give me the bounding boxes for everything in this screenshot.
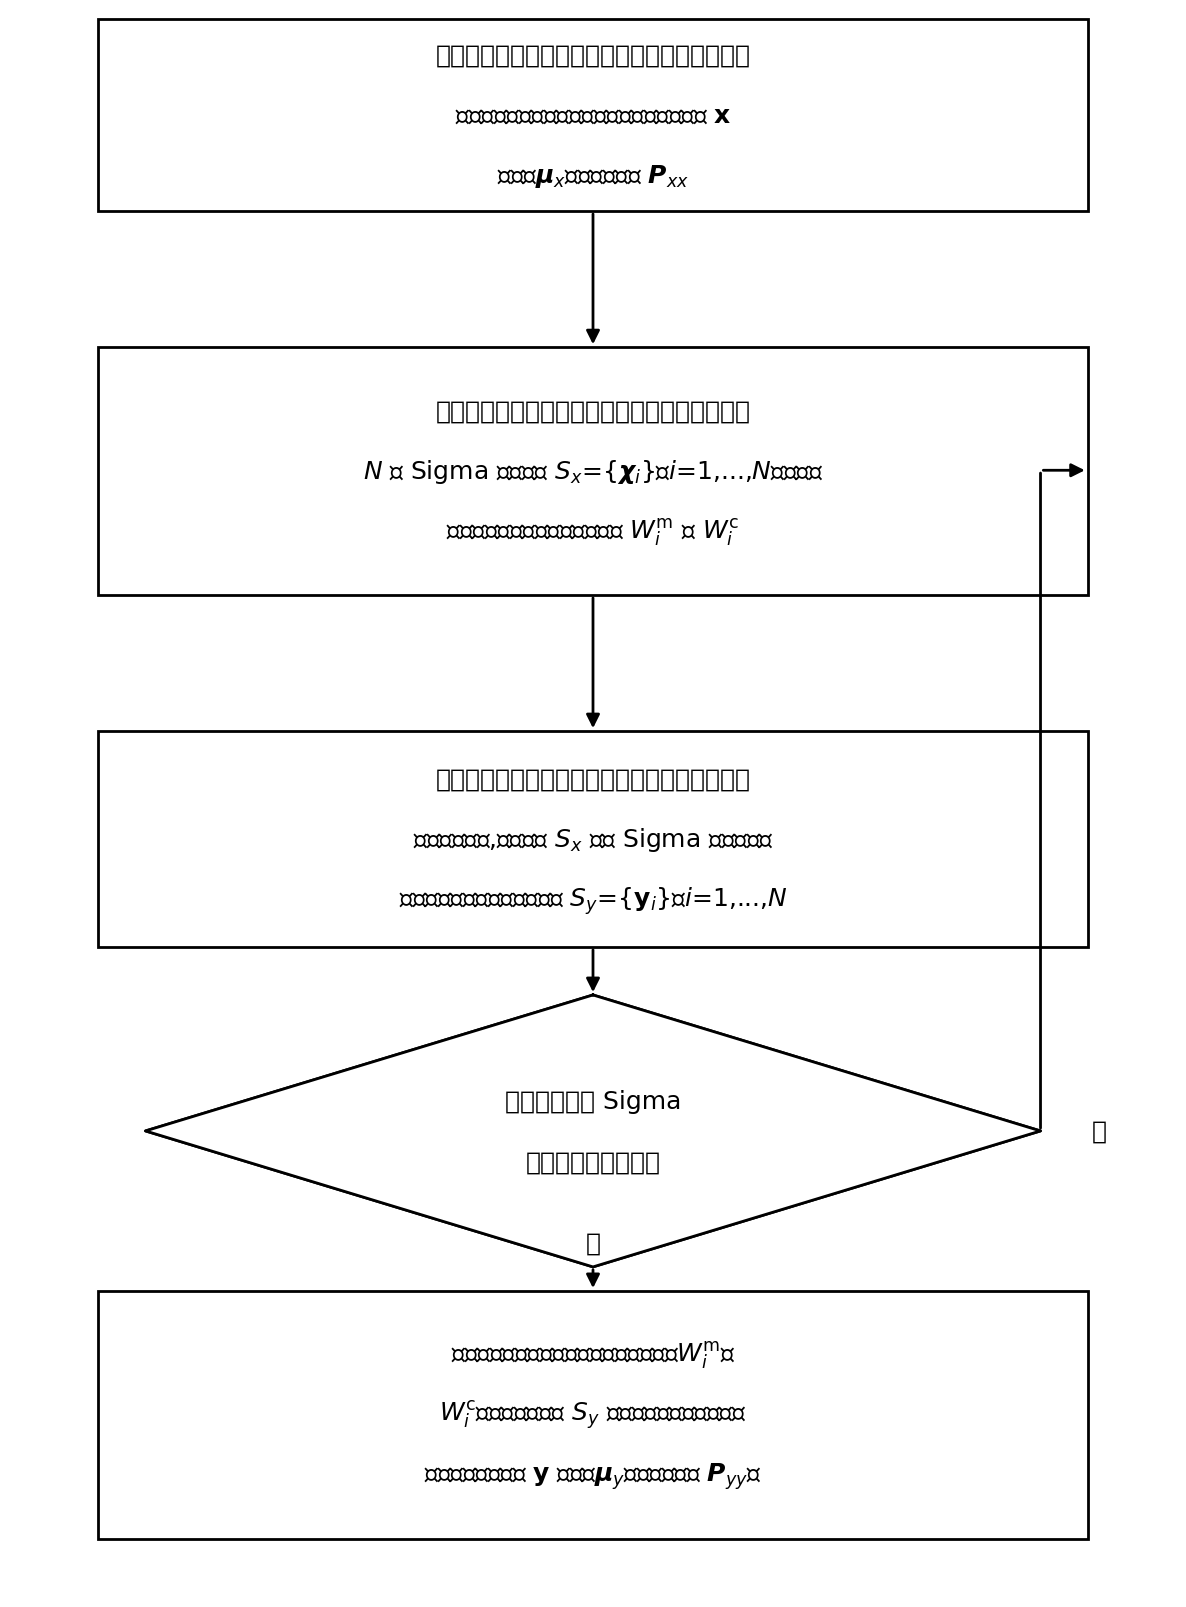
Text: $W_i^{\mathrm{c}}$，对确定的点集 $S_y$ 内各点进行加权处理，估: $W_i^{\mathrm{c}}$，对确定的点集 $S_y$ 内各点进行加权处… <box>440 1398 746 1432</box>
Text: 根据引入比例及高阶信息的对称采样原则，确定: 根据引入比例及高阶信息的对称采样原则，确定 <box>435 399 751 423</box>
Text: 的均值$\boldsymbol{\mu}_x$和协方差矩阵 $\boldsymbol{P}_{xx}$: 的均值$\boldsymbol{\mu}_x$和协方差矩阵 $\boldsymb… <box>497 164 689 190</box>
FancyBboxPatch shape <box>98 21 1088 212</box>
FancyBboxPatch shape <box>98 347 1088 596</box>
FancyBboxPatch shape <box>98 1290 1088 1540</box>
Text: 计出输出随机变量 $\mathbf{y}$ 的均值$\boldsymbol{\mu}_y$和协方差矩阵 $\boldsymbol{P}_{yy}$。: 计出输出随机变量 $\mathbf{y}$ 的均值$\boldsymbol{\m… <box>425 1461 761 1491</box>
Text: 根据计算得到的均值和协方差样本点权值$W_i^{\mathrm{m}}$和: 根据计算得到的均值和协方差样本点权值$W_i^{\mathrm{m}}$和 <box>451 1339 735 1369</box>
Text: 否: 否 <box>1092 1118 1107 1143</box>
Text: 线性规划模型,得到点集 $S_x$ 内各 Sigma 样本点的负: 线性规划模型,得到点集 $S_x$ 内各 Sigma 样本点的负 <box>413 826 773 853</box>
FancyBboxPatch shape <box>98 731 1088 948</box>
Text: 值和协方差在各样本点上的权值 $W_i^{\mathrm{m}}$ 和 $W_i^{\mathrm{c}}$: 值和协方差在各样本点上的权值 $W_i^{\mathrm{m}}$ 和 $W_i… <box>446 517 740 548</box>
Text: 样本点的非线性变换: 样本点的非线性变换 <box>525 1149 661 1173</box>
Text: 是: 是 <box>586 1231 600 1255</box>
Text: 电场风速之间的相关系数，确定输入随机变量 $\mathbf{x}$: 电场风速之间的相关系数，确定输入随机变量 $\mathbf{x}$ <box>455 104 731 129</box>
Text: 荷裕度或临界功率的样本点集 $S_y$={$\mathbf{y}_i$}，$i$=1,...,$N$: 荷裕度或临界功率的样本点集 $S_y$={$\mathbf{y}_i$}，$i$… <box>398 884 788 916</box>
Text: 采用内点算法在线计算静态电压稳定临界点的非: 采用内点算法在线计算静态电压稳定临界点的非 <box>435 767 751 791</box>
Text: 由风电场风速及节点负荷的概率分布，以及各风: 由风电场风速及节点负荷的概率分布，以及各风 <box>435 43 751 67</box>
Text: 是否完成全部 Sigma: 是否完成全部 Sigma <box>505 1090 681 1112</box>
Text: $N$ 个 Sigma 采样点集 $S_x$={$\boldsymbol{\chi}_i$}，$i$=1,...,$N$，确定均: $N$ 个 Sigma 采样点集 $S_x$={$\boldsymbol{\ch… <box>363 458 823 485</box>
Polygon shape <box>146 995 1040 1266</box>
